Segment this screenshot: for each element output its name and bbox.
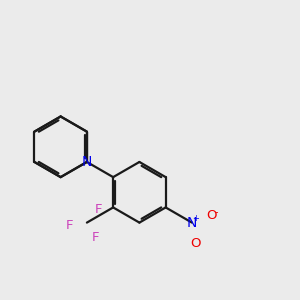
Text: O: O <box>206 209 217 222</box>
Text: O: O <box>190 236 201 250</box>
Text: +: + <box>192 214 199 223</box>
Text: F: F <box>92 231 99 244</box>
Text: N: N <box>82 155 92 169</box>
Text: N: N <box>187 216 197 230</box>
Text: F: F <box>94 203 102 216</box>
Text: F: F <box>66 219 74 232</box>
Text: -: - <box>214 207 218 217</box>
